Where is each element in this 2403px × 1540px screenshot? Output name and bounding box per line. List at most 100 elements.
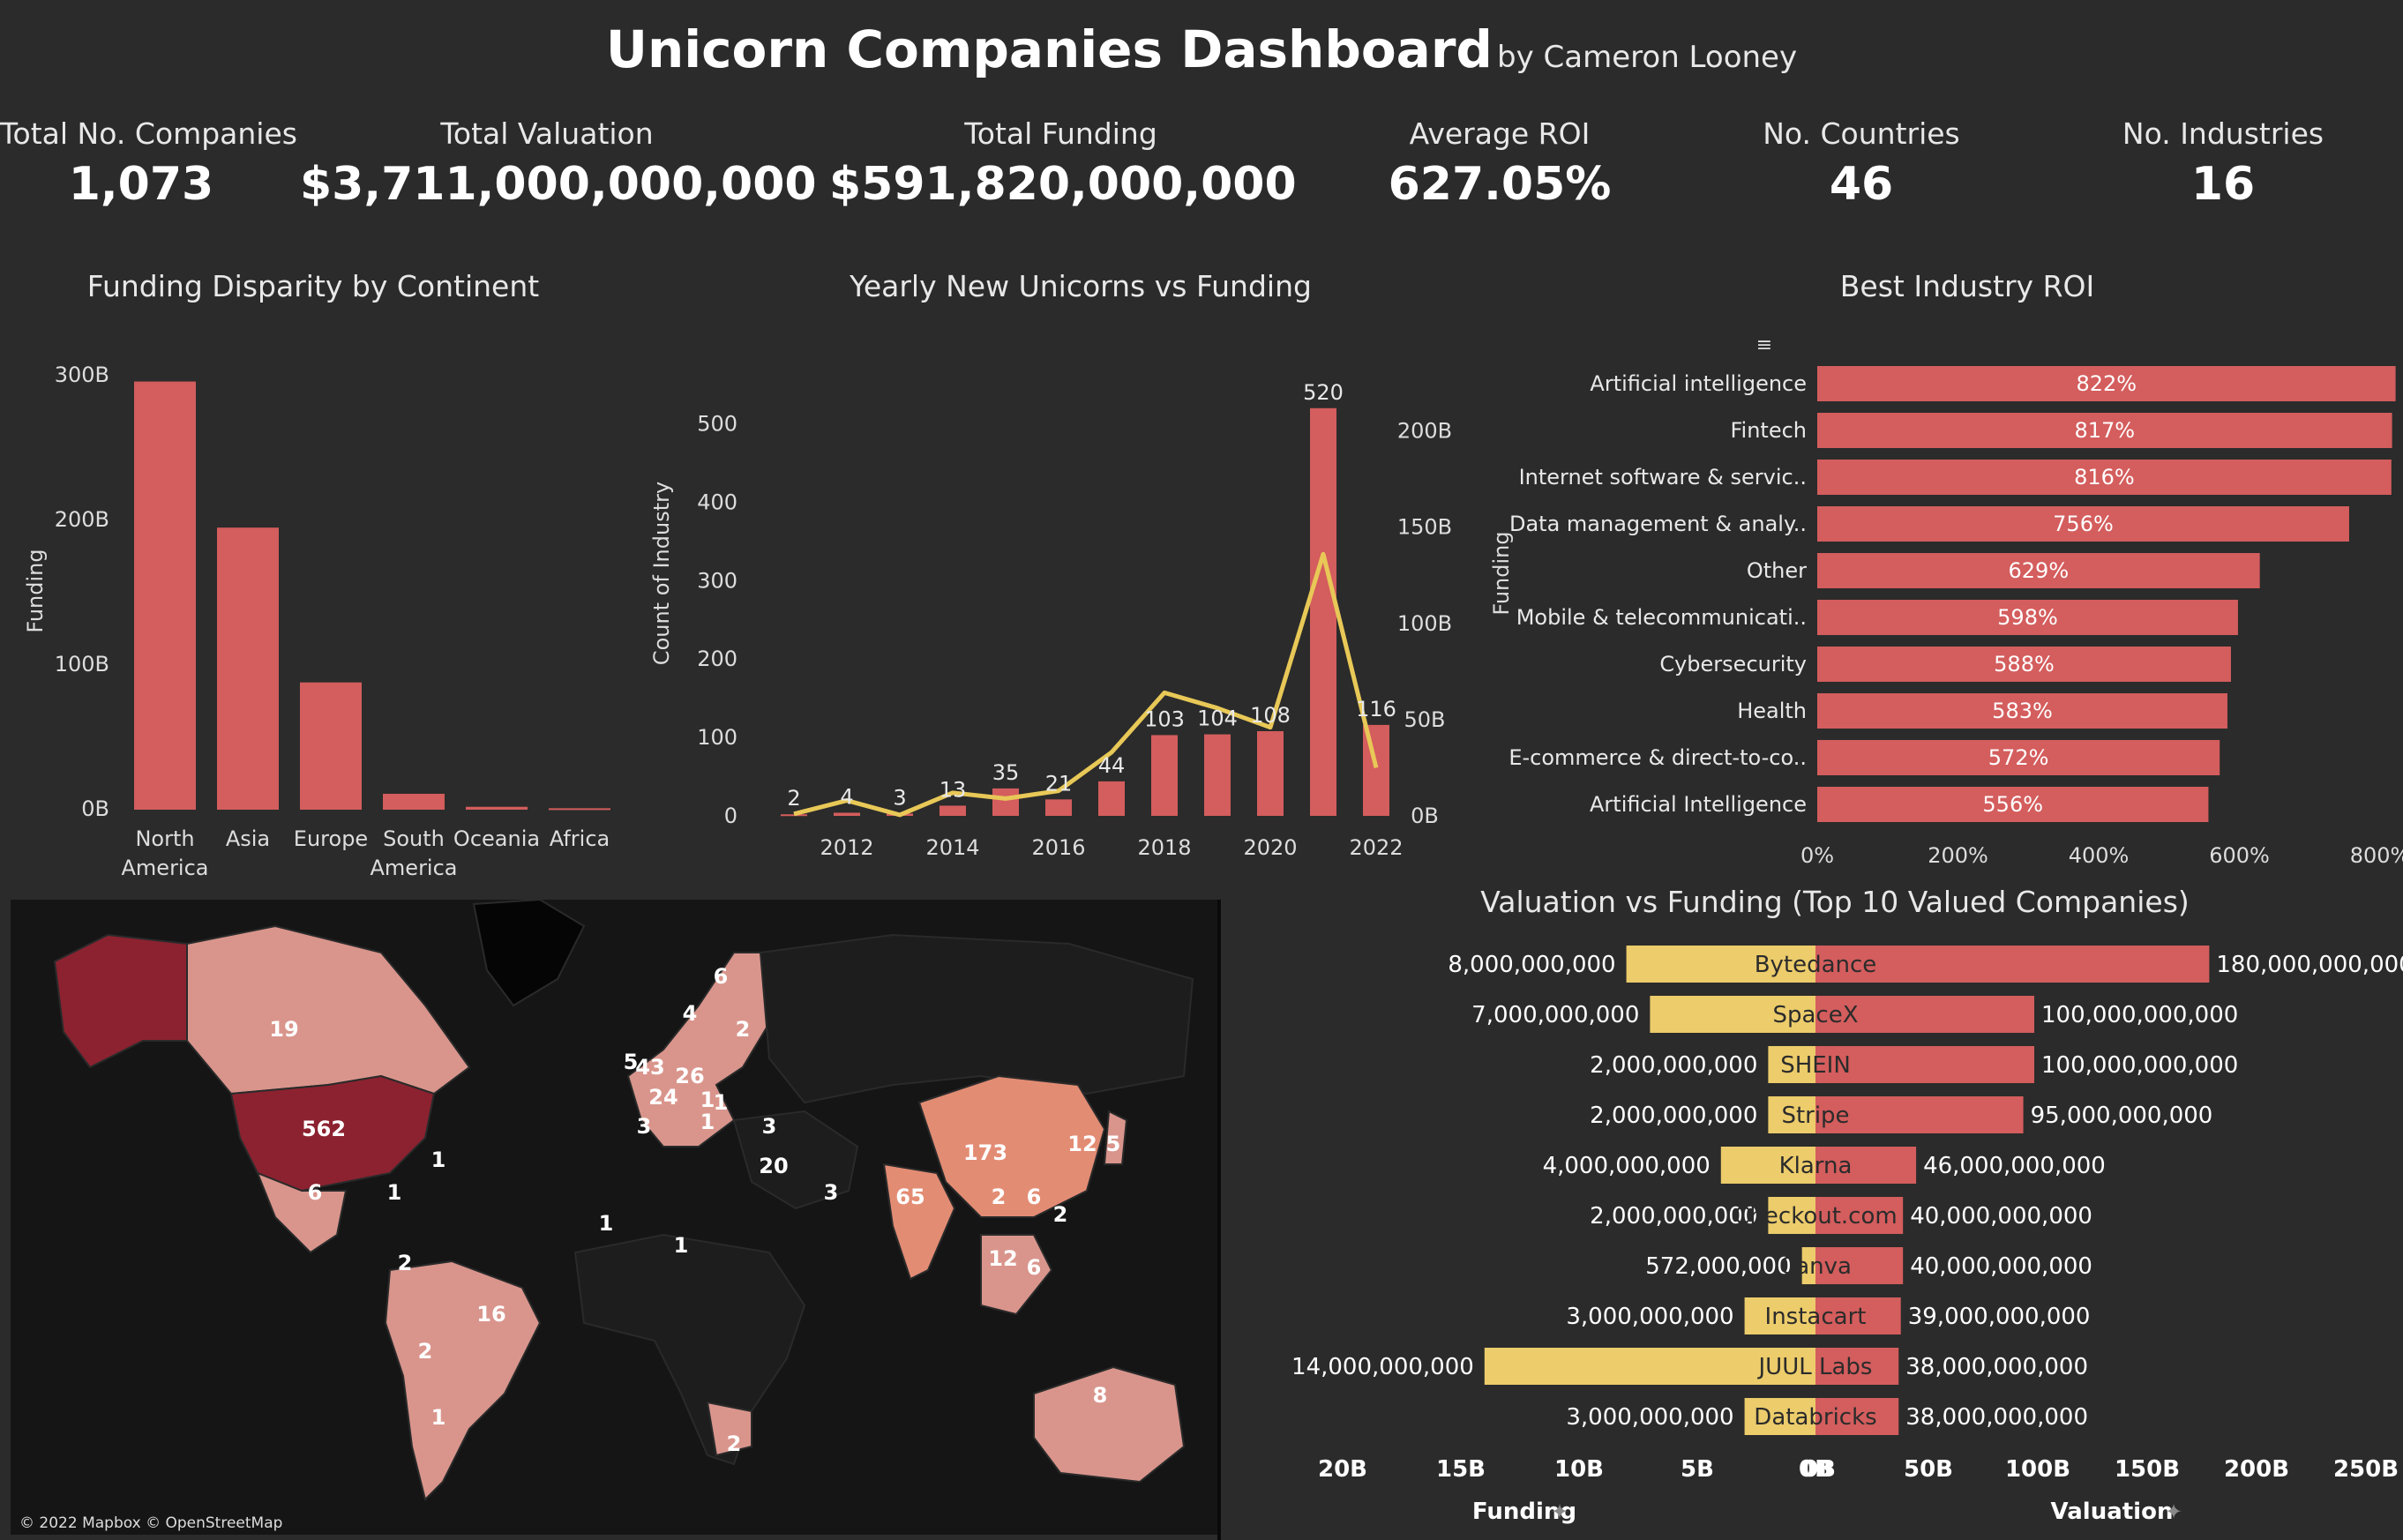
map-credit: © 2022 Mapbox © OpenStreetMap — [19, 1514, 283, 1532]
bar — [217, 527, 279, 810]
y-tick-label: 300 — [697, 568, 737, 593]
map-count-label: 173 — [963, 1140, 1007, 1165]
map-region-south-america — [384, 1260, 542, 1501]
bar — [1310, 407, 1336, 816]
bar — [383, 793, 445, 810]
bar — [992, 788, 1019, 816]
company-label: SpaceX — [1772, 1002, 1858, 1028]
map-region-mexico — [256, 1171, 348, 1254]
x-tick-label: 2012 — [820, 835, 873, 860]
funding-bar — [1768, 1197, 1815, 1234]
map-region-usa — [229, 1074, 436, 1192]
map-count-label: 8 — [1093, 1383, 1108, 1408]
valuation-value-label: 38,000,000,000 — [1905, 1354, 2088, 1380]
valuation-bar — [1815, 1147, 1917, 1184]
yearly-unicorns-chart: 0 100 200 300 400 500 Count of Industry 2 4 3 13 35… — [649, 380, 1514, 860]
funding-tick-label: 20B — [1318, 1456, 1367, 1483]
funding-value-label: 8,000,000,000 — [1448, 952, 1615, 978]
y-tick-label: 0 — [724, 804, 737, 828]
company-label: Canva — [1779, 1253, 1852, 1280]
bar — [1817, 740, 2220, 775]
map-region-russia-asia — [759, 933, 1194, 1104]
map-region-europe — [626, 952, 771, 1148]
category-label: Health — [1737, 699, 1807, 723]
map-count-label: 1 — [674, 1233, 689, 1258]
map-region-australia — [1033, 1365, 1186, 1484]
map-count-label: 2 — [418, 1339, 433, 1364]
x-tick-label: 200% — [1928, 843, 1988, 868]
valuation-bar — [1815, 1197, 1904, 1234]
company-label: SHEIN — [1780, 1052, 1851, 1079]
valuation-value-label: 100,000,000,000 — [2041, 1002, 2238, 1028]
bar — [1817, 460, 2392, 495]
x-tick-label: 600% — [2209, 843, 2270, 868]
company-label: Instacart — [1765, 1304, 1867, 1330]
funding-value-label: 14,000,000,000 — [1291, 1354, 1474, 1380]
bar — [1817, 693, 2227, 729]
valuation-value-label: 46,000,000,000 — [1923, 1153, 2106, 1179]
continent-chart-title: Funding Disparity by Continent — [86, 269, 540, 303]
kpi-total-companies: Total No. Companies 1,073 — [0, 116, 297, 211]
map-region-middle-east — [732, 1110, 859, 1210]
bar-value-label: 756% — [2053, 512, 2114, 536]
category-label: America — [122, 856, 209, 880]
funding-bar — [1768, 1096, 1815, 1133]
bar — [834, 812, 860, 816]
funding-value-label: 3,000,000,000 — [1566, 1404, 1733, 1431]
bar-value-label: 556% — [1982, 792, 2043, 817]
kpi-value: 46 — [1829, 158, 1894, 211]
kpi-total-funding: Total Funding $591,820,000,000 — [829, 116, 1297, 211]
map-count-label: 20 — [759, 1154, 788, 1178]
bar — [466, 806, 528, 810]
valuation-value-label: 39,000,000,000 — [1908, 1304, 2091, 1330]
category-label: Fintech — [1730, 418, 1807, 443]
bar-value-label: 816% — [2074, 465, 2135, 490]
valuation-bar — [1815, 1348, 1899, 1385]
valuation-chart-title: Valuation vs Funding (Top 10 Valued Comp… — [1480, 885, 2190, 919]
map-count-label: 2 — [727, 1432, 742, 1456]
category-label: America — [371, 856, 458, 880]
map-count-label: 2 — [736, 1017, 751, 1042]
map-region-canada — [186, 924, 471, 1095]
map-region-south-africa — [706, 1401, 752, 1457]
company-label: JUUL Labs — [1757, 1354, 1873, 1380]
funding-bar — [1720, 1147, 1815, 1184]
bar — [1204, 734, 1231, 816]
bar — [1817, 787, 2209, 822]
funding-tick-label: 5B — [1681, 1456, 1714, 1483]
map-region-africa — [573, 1233, 806, 1466]
valuation-bar — [1815, 1297, 1901, 1334]
funding-value-label: 2,000,000,000 — [1590, 1052, 1757, 1079]
x-tick-label: 2022 — [1349, 835, 1403, 860]
valuation-tick-label: 0B — [1802, 1456, 1836, 1483]
funding-value-label: 2,000,000,000 — [1590, 1103, 1757, 1129]
map-count-label: 2 — [1053, 1202, 1068, 1227]
bar-value-label: 2 — [787, 786, 800, 811]
bar — [300, 682, 362, 810]
valuation-bar — [1815, 1247, 1904, 1284]
valuation-bar — [1815, 946, 2210, 983]
funding-value-label: 3,000,000,000 — [1566, 1304, 1733, 1330]
map-region-india — [882, 1162, 956, 1281]
valuation-value-label: 100,000,000,000 — [2041, 1052, 2238, 1079]
y-tick-label: 200B — [55, 507, 109, 532]
line-axis-tick: 50B — [1404, 707, 1445, 732]
x-tick-label: 800% — [2350, 843, 2403, 868]
category-label: Asia — [226, 826, 270, 851]
map-count-label: 16 — [476, 1302, 505, 1327]
world-map[interactable]: 19 562 1 1 6 2 16 2 1 6 4 2 5 43 26 24 1 3 1 1 3 20 3 1 1 65 173 12… — [11, 900, 1217, 1535]
valuation-tick-label: 200B — [2224, 1456, 2289, 1483]
valuation-bar — [1815, 1046, 2034, 1083]
map-count-label: 4 — [683, 1001, 698, 1026]
category-label: Data management & analy.. — [1509, 512, 1807, 536]
industry-roi-chart: ≡ 822% Artificial intelligence 817% Fintech 8… — [1508, 334, 2403, 868]
kpi-value: 1,073 — [68, 158, 214, 211]
sort-icon: ≡ — [1756, 334, 1772, 356]
map-count-label: 5 — [624, 1050, 639, 1074]
map-count-label: 3 — [637, 1114, 652, 1139]
valuation-value-label: 95,000,000,000 — [2031, 1103, 2213, 1129]
map-count-label: 26 — [675, 1064, 704, 1088]
kpi-label: No. Industries — [2122, 116, 2324, 151]
category-label: South — [383, 826, 445, 851]
